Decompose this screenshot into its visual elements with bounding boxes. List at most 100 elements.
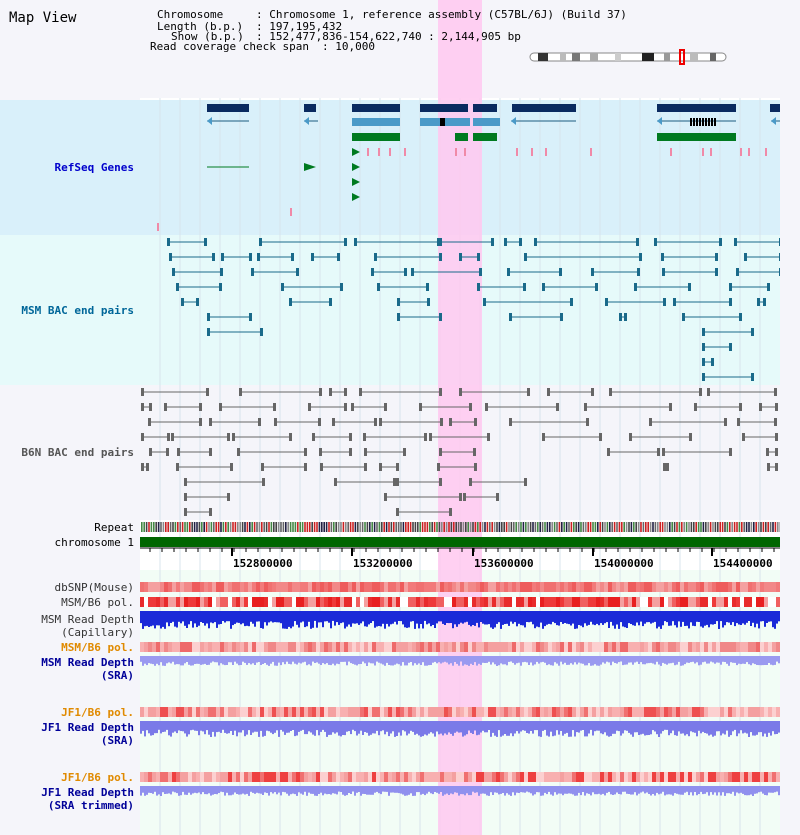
jf1-depth-trim-bar — [220, 786, 222, 792]
jf1-depth-trim-bar — [760, 786, 762, 792]
msm-sra-pol-cell — [708, 642, 712, 652]
dbsnp-cell — [400, 582, 404, 592]
msm-depth-sra-bar — [430, 656, 432, 665]
msm-depth-sra-bar — [412, 656, 414, 666]
msm-depth-capillary-bar — [154, 611, 156, 629]
b6n-bac-track[interactable] — [141, 388, 778, 516]
jf1-depth-trim-bar — [200, 786, 202, 795]
msm-pol-cell — [552, 597, 556, 607]
jf1-trim-pol-cell — [404, 772, 408, 782]
b6n-bac-label[interactable]: B6N BAC end pairs — [21, 446, 134, 459]
msm-depth-sra-bar — [372, 656, 374, 664]
bac-end — [702, 328, 705, 336]
msm-sra-pol-cell — [208, 642, 212, 652]
msm-depth-sra-bar — [742, 656, 744, 664]
jf1-depth-sra-bar — [626, 721, 628, 731]
repeat-mark — [321, 522, 323, 532]
msm-depth-capillary-bar — [560, 611, 562, 622]
repeat-mark — [227, 522, 229, 532]
jf1-depth-trim-bar — [362, 786, 364, 794]
msm-depth-capillary-bar — [774, 611, 776, 629]
repeat-mark — [251, 522, 253, 532]
repeat-mark — [441, 522, 443, 532]
jf1-pol-cell — [568, 707, 572, 717]
msm-pol-cell — [468, 597, 472, 607]
jf1-depth-trim-bar — [296, 786, 298, 796]
jf1-depth-sra-bar — [682, 721, 684, 734]
dbsnp-cell — [752, 582, 756, 592]
msm-pol-cell — [484, 597, 488, 607]
jf1-trim-pol-cell — [468, 772, 472, 782]
msm-depth-capillary-bar — [654, 611, 656, 622]
msm-pol-cell — [556, 597, 560, 607]
repeat-mark — [417, 522, 419, 532]
bac-end — [377, 283, 380, 291]
gene-block — [352, 118, 400, 126]
msm-depth-capillary-bar — [712, 611, 714, 625]
jf1-depth-sra-bar — [208, 721, 210, 735]
repeat-mark — [277, 522, 280, 532]
jf1-depth-trim-bar — [582, 786, 584, 792]
jf1-depth-sra-bar — [556, 721, 558, 731]
repeat-mark — [263, 522, 265, 532]
repeat-mark — [585, 522, 587, 532]
jf1-depth-trim-bar — [552, 786, 554, 796]
msm-pol-cell — [428, 597, 432, 607]
msm-depth-sra-bar — [222, 656, 224, 665]
bac-end — [469, 478, 472, 486]
repeat-mark — [445, 522, 448, 532]
repeat-mark — [282, 522, 285, 532]
msm-depth-capillary-bar — [544, 611, 546, 627]
bac-end — [411, 268, 414, 276]
read-depth-tracks[interactable] — [140, 611, 780, 796]
repeat-mark — [527, 522, 529, 532]
msm-depth-sra-bar — [594, 656, 596, 665]
jf1-depth-trim-bar — [658, 786, 660, 795]
msm-depth-capillary-bar — [168, 611, 170, 627]
repeat-track[interactable] — [141, 522, 781, 532]
msm-depth-capillary-bar — [704, 611, 706, 626]
msm-depth-sra-bar — [308, 656, 310, 665]
refseq-genes-label[interactable]: RefSeq Genes — [54, 161, 134, 174]
msm-depth-capillary-bar — [284, 611, 286, 629]
jf1-depth-trim-bar — [168, 786, 170, 794]
dbsnp-cell — [268, 582, 272, 592]
msm-depth-sra-bar — [370, 656, 372, 664]
msm-depth-sra-bar — [244, 656, 246, 663]
snp-mark — [702, 148, 704, 156]
msm-depth-capillary-bar — [570, 611, 572, 626]
jf1-depth-sra-bar — [662, 721, 664, 732]
gene-exon — [699, 118, 701, 126]
jf1-depth-trim-bar — [608, 786, 610, 792]
msm-depth-capillary-bar — [532, 611, 534, 625]
msm-depth-capillary-bar — [644, 611, 646, 624]
msm-depth-capillary-bar — [358, 611, 360, 625]
msm-depth-sra-bar — [528, 656, 530, 665]
jf1-depth-sra-bar — [182, 721, 184, 732]
msm-pol-cell — [248, 597, 252, 607]
jf1-trim-pol-cell — [688, 772, 692, 782]
jf1-pol-cell — [428, 707, 432, 717]
msm-depth-capillary-bar — [730, 611, 732, 625]
chromosome-ideogram[interactable] — [529, 49, 727, 65]
repeat-mark — [402, 522, 405, 532]
bac-end — [209, 448, 212, 456]
jf1-trim-pol-cell — [448, 772, 452, 782]
msm-depth-sra-bar — [720, 656, 722, 665]
msm-depth-capillary-bar — [376, 611, 378, 627]
jf1-trim-pol-cell — [712, 772, 716, 782]
repeat-mark — [285, 522, 287, 532]
msm-depth-capillary-bar — [180, 611, 182, 624]
msm-pol-cell — [348, 597, 352, 607]
refseq-genes-track[interactable] — [157, 104, 782, 231]
jf1-pol-cell — [216, 707, 220, 717]
msm-pol-cell — [380, 597, 384, 607]
jf1-depth-sra-bar — [664, 721, 666, 730]
polymorphism-heatmaps[interactable] — [140, 582, 780, 782]
msm-bac-label[interactable]: MSM BAC end pairs — [21, 304, 134, 317]
msm-bac-track[interactable] — [167, 238, 782, 381]
msm-sra-pol-cell — [520, 642, 524, 652]
jf1-pol-cell — [760, 707, 764, 717]
msm-sra-pol-cell — [664, 642, 668, 652]
